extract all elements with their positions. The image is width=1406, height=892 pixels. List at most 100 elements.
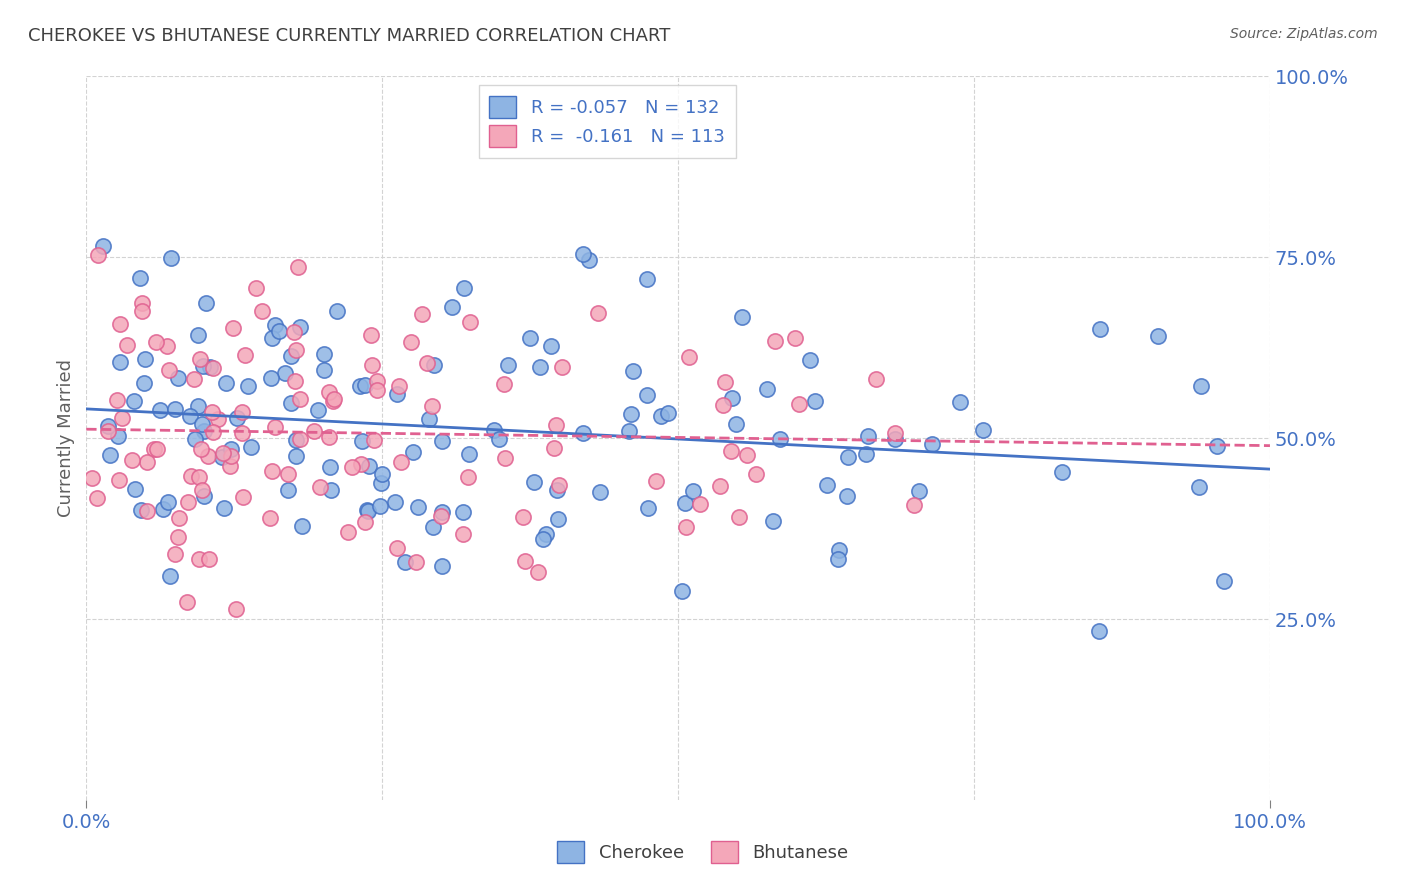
Cherokee [134, 351, 156, 366]
Bhutanese [284, 374, 307, 388]
Cherokee [262, 330, 284, 344]
Bhutanese [789, 397, 811, 411]
Cherokee [1052, 465, 1074, 479]
Cherokee [385, 387, 408, 401]
Cherokee [159, 251, 181, 265]
Cherokee [260, 371, 283, 385]
Bhutanese [145, 334, 167, 349]
Cherokee [274, 367, 297, 381]
Cherokee [134, 376, 156, 390]
Bhutanese [727, 510, 749, 524]
Cherokee [671, 584, 693, 599]
Bhutanese [183, 372, 205, 386]
Bhutanese [308, 480, 330, 494]
Cherokee [290, 320, 312, 334]
Bhutanese [111, 411, 134, 425]
Cherokee [721, 392, 744, 406]
Cherokee [280, 349, 302, 363]
Cherokee [354, 377, 377, 392]
Cherokee [1213, 574, 1236, 589]
Cherokee [321, 483, 343, 498]
Bhutanese [735, 448, 758, 462]
Cherokee [531, 532, 554, 546]
Cherokee [1088, 624, 1111, 639]
Bhutanese [430, 508, 453, 523]
Bhutanese [232, 490, 254, 504]
Cherokee [682, 484, 704, 499]
Bhutanese [387, 379, 409, 393]
Cherokee [650, 409, 672, 423]
Cherokee [91, 239, 114, 253]
Cherokee [657, 406, 679, 420]
Bhutanese [494, 451, 516, 466]
Cherokee [215, 376, 238, 390]
Bhutanese [143, 442, 166, 456]
Bhutanese [87, 248, 110, 262]
Cherokee [921, 437, 943, 451]
Bhutanese [259, 511, 281, 525]
Bhutanese [146, 442, 169, 457]
Bhutanese [675, 520, 697, 534]
Bhutanese [420, 399, 443, 413]
Bhutanese [283, 325, 305, 339]
Bhutanese [544, 418, 567, 433]
Cherokee [571, 425, 593, 440]
Cherokee [349, 379, 371, 393]
Cherokee [356, 503, 378, 517]
Bhutanese [513, 554, 536, 568]
Bhutanese [110, 317, 132, 331]
Bhutanese [231, 405, 253, 419]
Bhutanese [689, 497, 711, 511]
Cherokee [546, 483, 568, 498]
Cherokee [108, 355, 131, 369]
Bhutanese [82, 471, 104, 485]
Cherokee [384, 495, 406, 509]
Bhutanese [342, 460, 364, 475]
Bhutanese [97, 425, 120, 439]
Cherokee [191, 359, 214, 373]
Bhutanese [225, 602, 247, 616]
Bhutanese [176, 595, 198, 609]
Cherokee [187, 400, 209, 414]
Bhutanese [218, 459, 240, 474]
Bhutanese [353, 515, 375, 529]
Bhutanese [884, 426, 907, 441]
Cherokee [129, 503, 152, 517]
Cherokee [725, 417, 748, 431]
Bhutanese [322, 392, 344, 406]
Cherokee [318, 459, 340, 474]
Cherokee [578, 252, 600, 267]
Bhutanese [288, 432, 311, 446]
Bhutanese [349, 458, 371, 472]
Bhutanese [136, 455, 159, 469]
Cherokee [430, 505, 453, 519]
Bhutanese [588, 305, 610, 319]
Cherokee [621, 364, 644, 378]
Cherokee [799, 353, 821, 368]
Cherokee [129, 270, 152, 285]
Bhutanese [551, 360, 574, 375]
Cherokee [620, 407, 643, 421]
Cherokee [441, 300, 464, 314]
Cherokee [312, 363, 335, 377]
Cherokee [856, 429, 879, 443]
Bhutanese [167, 511, 190, 525]
Bhutanese [366, 383, 388, 397]
Bhutanese [277, 467, 299, 481]
Cherokee [152, 502, 174, 516]
Cherokee [529, 360, 551, 375]
Cherokee [191, 417, 214, 432]
Cherokee [221, 442, 243, 456]
Cherokee [908, 483, 931, 498]
Bhutanese [166, 530, 188, 544]
Cherokee [166, 371, 188, 385]
Bhutanese [416, 356, 439, 370]
Cherokee [236, 379, 259, 393]
Bhutanese [361, 358, 384, 372]
Bhutanese [288, 392, 311, 406]
Cherokee [193, 424, 215, 438]
Cherokee [212, 500, 235, 515]
Cherokee [179, 409, 201, 423]
Bhutanese [709, 479, 731, 493]
Cherokee [519, 331, 541, 345]
